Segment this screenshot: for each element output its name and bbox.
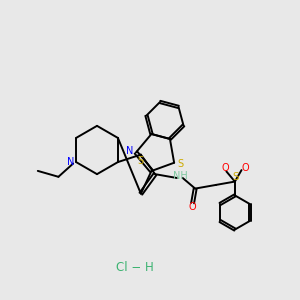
Text: O: O — [221, 163, 229, 173]
Text: NH: NH — [173, 171, 188, 181]
Text: S: S — [138, 156, 144, 166]
Text: O: O — [188, 202, 196, 212]
Text: N: N — [67, 157, 74, 167]
Text: O: O — [241, 163, 249, 173]
Text: N: N — [126, 146, 134, 156]
Text: S: S — [177, 159, 183, 169]
Text: Cl − H: Cl − H — [116, 261, 154, 274]
Text: S: S — [232, 172, 239, 182]
